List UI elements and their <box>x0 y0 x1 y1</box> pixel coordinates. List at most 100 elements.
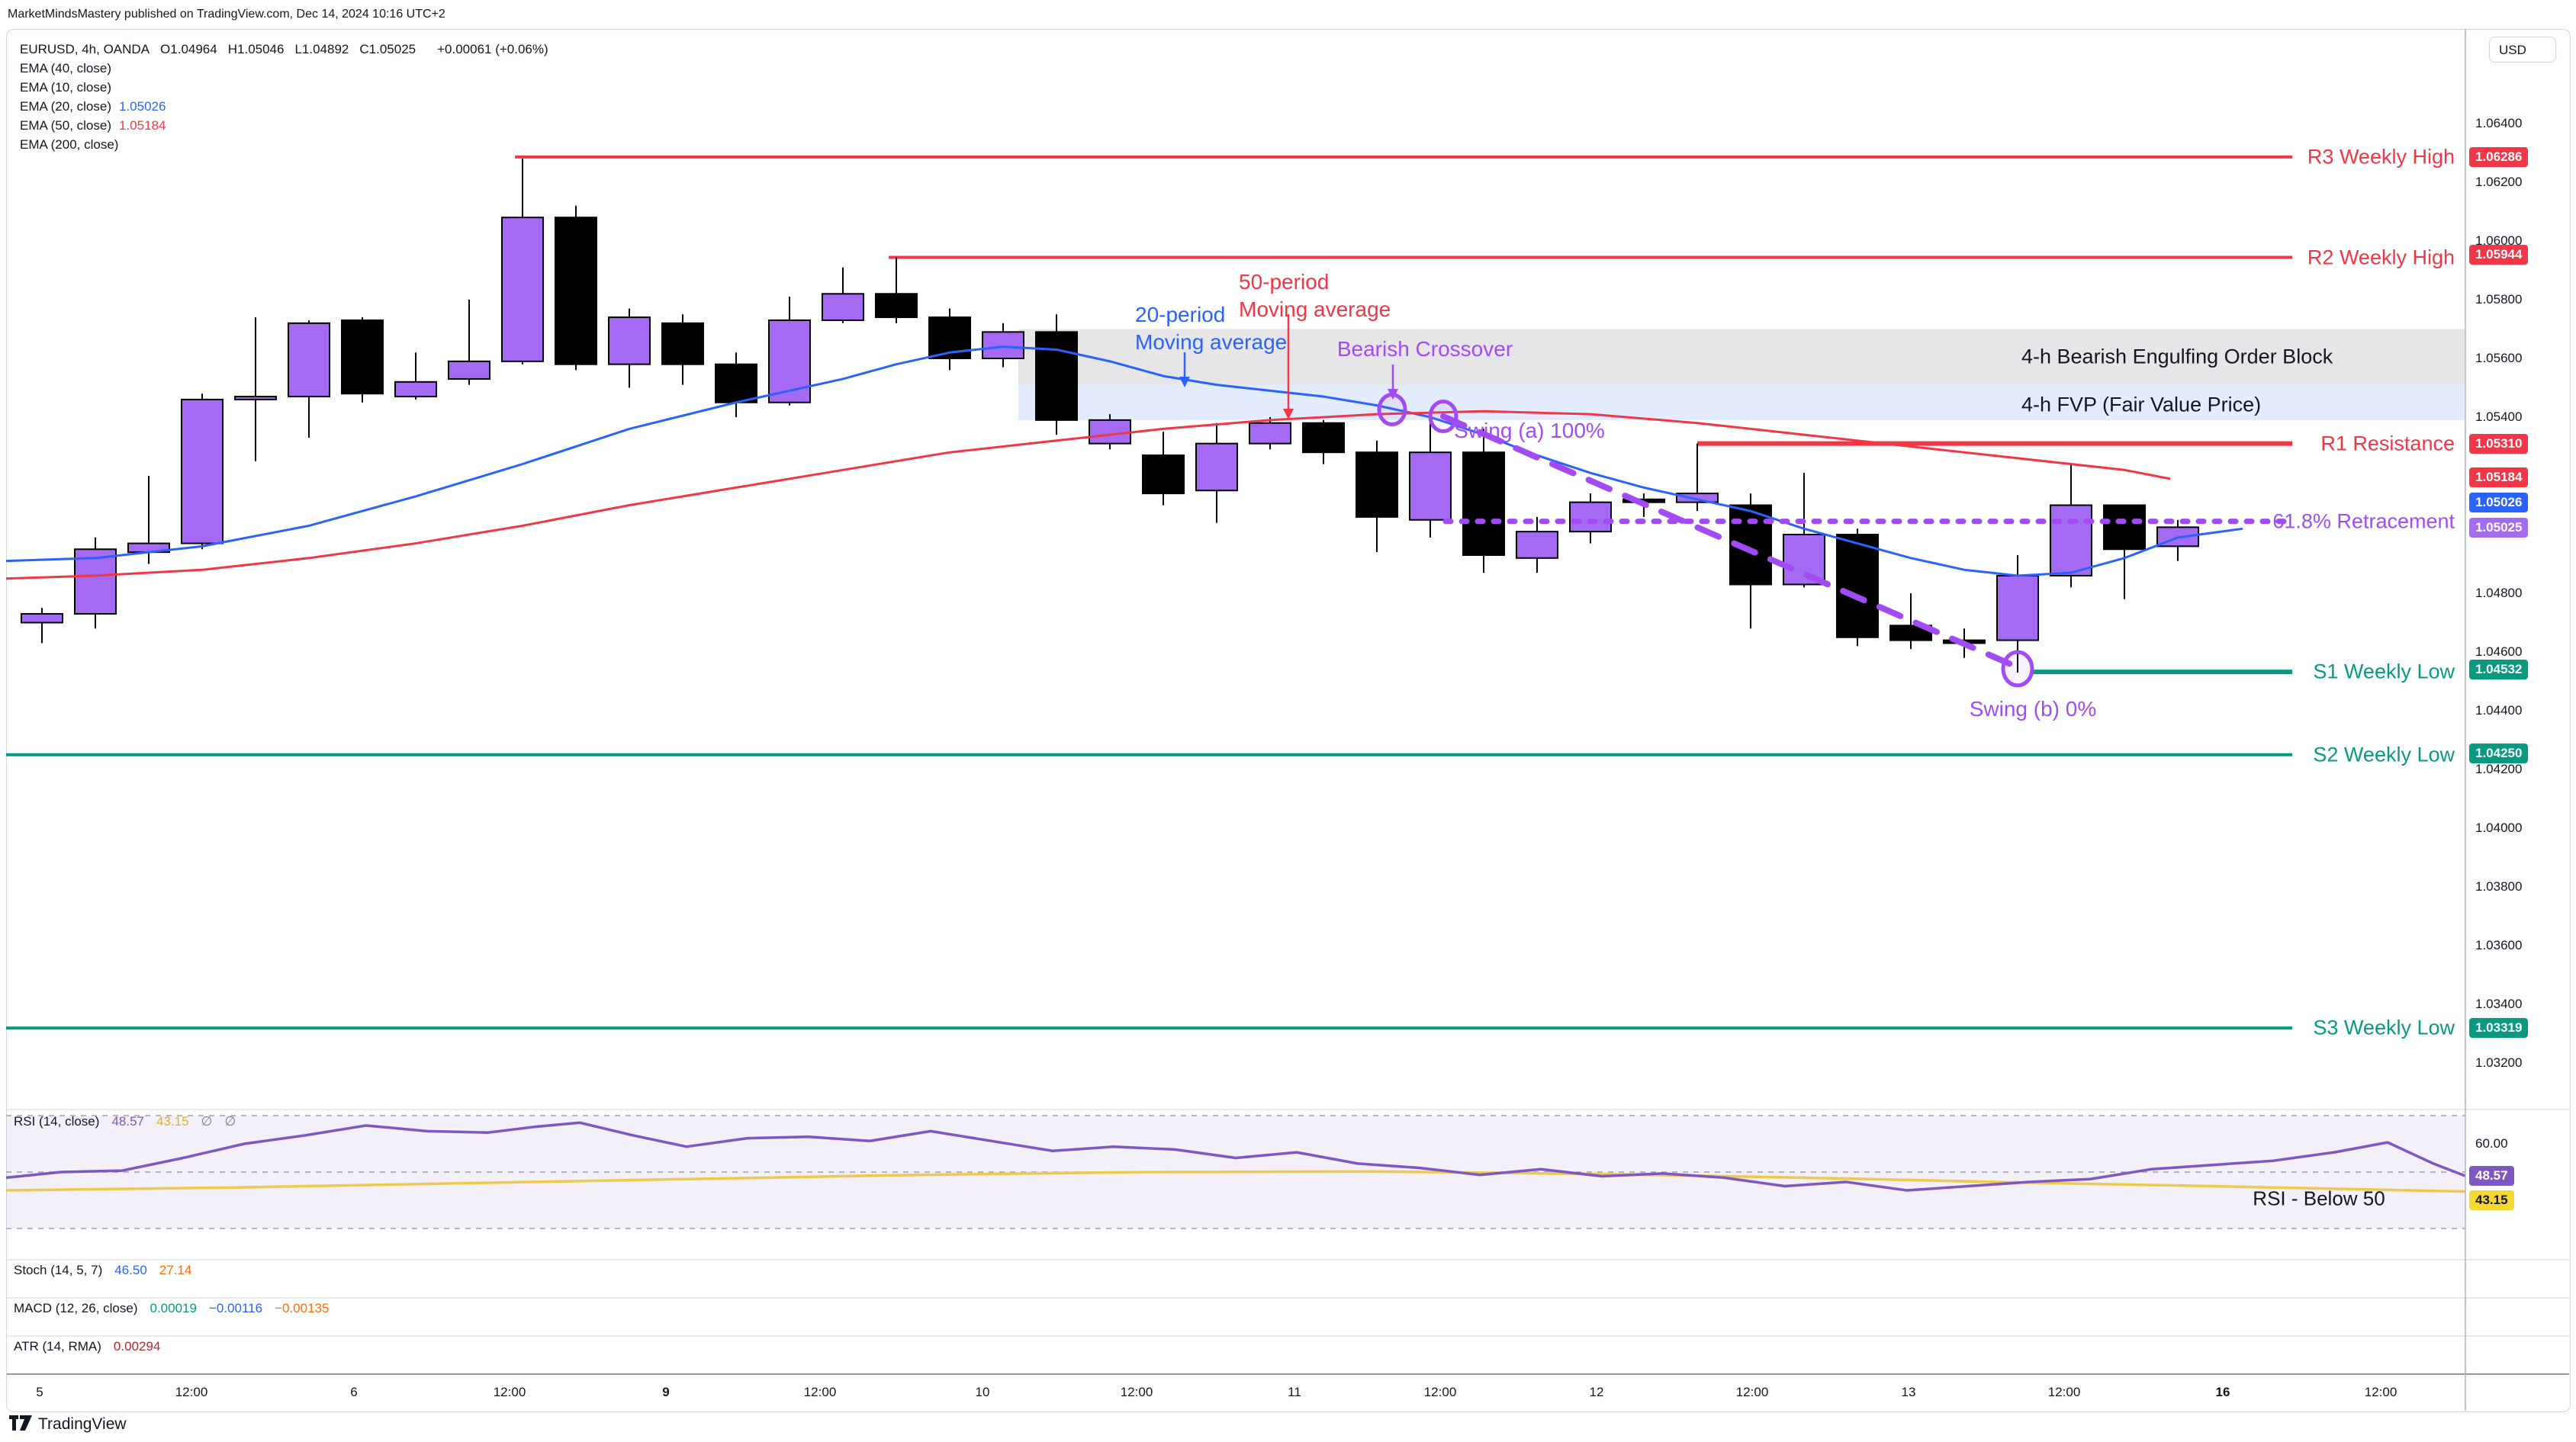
time-tick-12:00[interactable]: 12:00 <box>175 1385 208 1399</box>
r3-label[interactable]: R3 Weekly High <box>2307 145 2455 169</box>
price-badge-1.05310: 1.05310 <box>2469 434 2529 454</box>
ma50-annotation[interactable]: 50-period Moving average <box>1239 270 1391 321</box>
candle-up[interactable] <box>822 293 864 321</box>
fvp-zone[interactable] <box>1018 384 2465 420</box>
time-tick-12:00[interactable]: 12:00 <box>493 1385 526 1399</box>
ohlc-values: O1.04964 H1.05046 L1.04892 C1.05025 <box>160 42 426 56</box>
candle-down[interactable] <box>555 217 597 365</box>
time-tick-9[interactable]: 9 <box>662 1385 670 1399</box>
candle-down[interactable] <box>715 363 757 403</box>
indicator-row-4[interactable]: EMA (200, close) <box>20 135 559 154</box>
candle-up[interactable] <box>448 360 490 380</box>
r1-label[interactable]: R1 Resistance <box>2320 432 2455 455</box>
candle-up[interactable] <box>1569 501 1612 533</box>
candle-up[interactable] <box>1089 419 1131 445</box>
time-tick-5[interactable]: 5 <box>36 1385 43 1399</box>
time-tick-12:00[interactable]: 12:00 <box>1120 1385 1153 1399</box>
candle-up[interactable] <box>394 381 437 398</box>
candle-down[interactable] <box>661 322 704 365</box>
candle-down[interactable] <box>1462 451 1505 556</box>
indicator-row-1[interactable]: EMA (10, close) <box>20 78 559 97</box>
rsi-value-1: 43.15 <box>156 1114 189 1129</box>
candle-up[interactable] <box>2050 504 2092 576</box>
time-tick-12:00[interactable]: 12:00 <box>2364 1385 2398 1399</box>
candle-down[interactable] <box>875 293 918 319</box>
candle-up[interactable] <box>181 398 224 544</box>
price-tick-1.04800: 1.04800 <box>2475 586 2523 600</box>
fvp-label: 4-h FVP (Fair Value Price) <box>2021 393 2262 416</box>
rsi-legend[interactable]: RSI (14, close) 48.57 43.15 ∅ ∅ <box>14 1114 248 1129</box>
ema20-line[interactable] <box>5 345 2243 577</box>
candle-down[interactable] <box>341 319 384 395</box>
time-tick-12:00[interactable]: 12:00 <box>1423 1385 1457 1399</box>
candle-up[interactable] <box>1996 574 2039 641</box>
swing-trendline[interactable] <box>1440 413 2021 670</box>
rsi-ma-line[interactable] <box>5 1170 2466 1193</box>
tradingview-logo-text: TradingView <box>38 1415 127 1433</box>
s2-label[interactable]: S2 Weekly Low <box>2313 743 2455 766</box>
price-tick-1.06400: 1.06400 <box>2475 116 2523 130</box>
candle-down[interactable] <box>1302 422 1345 454</box>
candle-down[interactable] <box>1035 331 1078 421</box>
order-block-zone[interactable] <box>1018 329 2465 385</box>
s1-label[interactable]: S1 Weekly Low <box>2313 660 2455 683</box>
candle-up[interactable] <box>1249 422 1291 445</box>
highlight-circle-0[interactable] <box>1377 392 1407 427</box>
candle-up[interactable] <box>74 548 117 615</box>
highlight-circle-1[interactable] <box>1428 399 1458 434</box>
time-tick-12:00[interactable]: 12:00 <box>1735 1385 1769 1399</box>
symbol-row[interactable]: EURUSD, 4h, OANDA O1.04964 H1.05046 L1.0489… <box>20 40 559 59</box>
candle-up[interactable] <box>501 217 544 362</box>
candle-down[interactable] <box>2103 504 2146 551</box>
r2-label[interactable]: R2 Weekly High <box>2307 246 2455 269</box>
stoch-legend[interactable]: Stoch (14, 5, 7) 46.50 27.14 <box>14 1263 204 1278</box>
time-tick-13[interactable]: 13 <box>1901 1385 1916 1399</box>
candle-up[interactable] <box>234 396 277 400</box>
rsi-value-0: 48.57 <box>111 1114 144 1129</box>
ma20-annotation[interactable]: 20-period Moving average <box>1135 303 1288 354</box>
currency-selector[interactable]: USD <box>2489 37 2556 63</box>
candle-up[interactable] <box>21 612 63 624</box>
s3-label[interactable]: S3 Weekly Low <box>2313 1016 2455 1039</box>
chart-legend[interactable]: EURUSD, 4h, OANDA O1.04964 H1.05046 L1.0489… <box>20 40 559 154</box>
candle-up[interactable] <box>288 322 330 398</box>
time-tick-16[interactable]: 16 <box>2215 1385 2230 1399</box>
atr-legend[interactable]: ATR (14, RMA) 0.00294 <box>14 1339 172 1354</box>
price-tick-1.04000: 1.04000 <box>2475 821 2523 835</box>
price-tick-1.05400: 1.05400 <box>2475 409 2523 424</box>
chart-frame <box>6 29 2571 1412</box>
candle-down[interactable] <box>1356 451 1398 518</box>
indicator-row-0[interactable]: EMA (40, close) <box>20 59 559 78</box>
indicator-row-3[interactable]: EMA (50, close) 1.05184 <box>20 116 559 135</box>
symbol-title[interactable]: EURUSD, 4h, OANDA <box>20 42 150 56</box>
time-tick-12:00[interactable]: 12:00 <box>803 1385 837 1399</box>
time-tick-6[interactable]: 6 <box>350 1385 358 1399</box>
candle-up[interactable] <box>1516 531 1558 559</box>
stoch-legend-label: Stoch (14, 5, 7) <box>14 1263 103 1277</box>
time-tick-12:00[interactable]: 12:00 <box>2047 1385 2081 1399</box>
candle-up[interactable] <box>1195 442 1238 492</box>
swing-b-label[interactable]: Swing (b) 0% <box>1969 697 2097 721</box>
candle-up[interactable] <box>982 331 1024 360</box>
candle-up[interactable] <box>608 316 651 365</box>
ema50-line[interactable] <box>5 409 2171 580</box>
tradingview-footer[interactable]: TradingView <box>9 1415 127 1434</box>
fib-retracement-label[interactable]: 61.8% Retracement <box>2272 509 2455 533</box>
atr-legend-label: ATR (14, RMA) <box>14 1339 101 1354</box>
time-tick-12[interactable]: 12 <box>1589 1385 1604 1399</box>
time-tick-10[interactable]: 10 <box>975 1385 990 1399</box>
candle-down[interactable] <box>1836 534 1879 638</box>
bearish-crossover-label[interactable]: Bearish Crossover <box>1336 337 1513 361</box>
indicator-row-2[interactable]: EMA (20, close) 1.05026 <box>20 97 559 116</box>
price-badge-1.03319: 1.03319 <box>2469 1018 2529 1038</box>
rsi-line[interactable] <box>5 1121 2466 1192</box>
highlight-circle-2[interactable] <box>2001 650 2034 688</box>
time-tick-11[interactable]: 11 <box>1288 1385 1301 1399</box>
change-value: +0.00061 (+0.06%) <box>437 42 548 56</box>
swing-a-label[interactable]: Swing (a) 100% <box>1454 419 1605 442</box>
macd-legend[interactable]: MACD (12, 26, close) 0.00019 −0.00116 −0.00… <box>14 1301 341 1316</box>
candle-up[interactable] <box>1409 451 1452 521</box>
candle-up[interactable] <box>1676 493 1719 503</box>
candle-down[interactable] <box>1142 454 1185 495</box>
